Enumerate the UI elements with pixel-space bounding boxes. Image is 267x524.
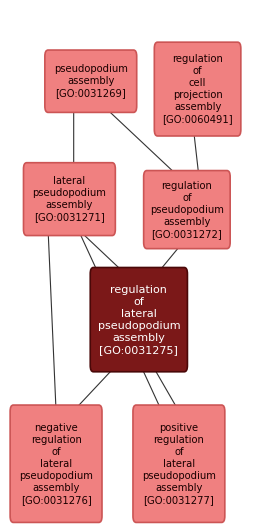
- Text: lateral
pseudopodium
assembly
[GO:0031271]: lateral pseudopodium assembly [GO:003127…: [33, 176, 106, 222]
- FancyBboxPatch shape: [144, 171, 230, 249]
- FancyBboxPatch shape: [10, 405, 102, 522]
- FancyBboxPatch shape: [45, 50, 137, 113]
- Text: pseudopodium
assembly
[GO:0031269]: pseudopodium assembly [GO:0031269]: [54, 64, 128, 98]
- FancyBboxPatch shape: [23, 162, 115, 236]
- Text: regulation
of
cell
projection
assembly
[GO:0060491]: regulation of cell projection assembly […: [162, 54, 233, 124]
- Text: regulation
of
lateral
pseudopodium
assembly
[GO:0031275]: regulation of lateral pseudopodium assem…: [97, 285, 180, 355]
- FancyBboxPatch shape: [154, 42, 241, 136]
- Text: regulation
of
pseudopodium
assembly
[GO:0031272]: regulation of pseudopodium assembly [GO:…: [150, 181, 224, 238]
- Text: negative
regulation
of
lateral
pseudopodium
assembly
[GO:0031276]: negative regulation of lateral pseudopod…: [19, 423, 93, 505]
- Text: positive
regulation
of
lateral
pseudopodium
assembly
[GO:0031277]: positive regulation of lateral pseudopod…: [142, 423, 216, 505]
- FancyBboxPatch shape: [90, 268, 187, 372]
- FancyBboxPatch shape: [133, 405, 225, 522]
